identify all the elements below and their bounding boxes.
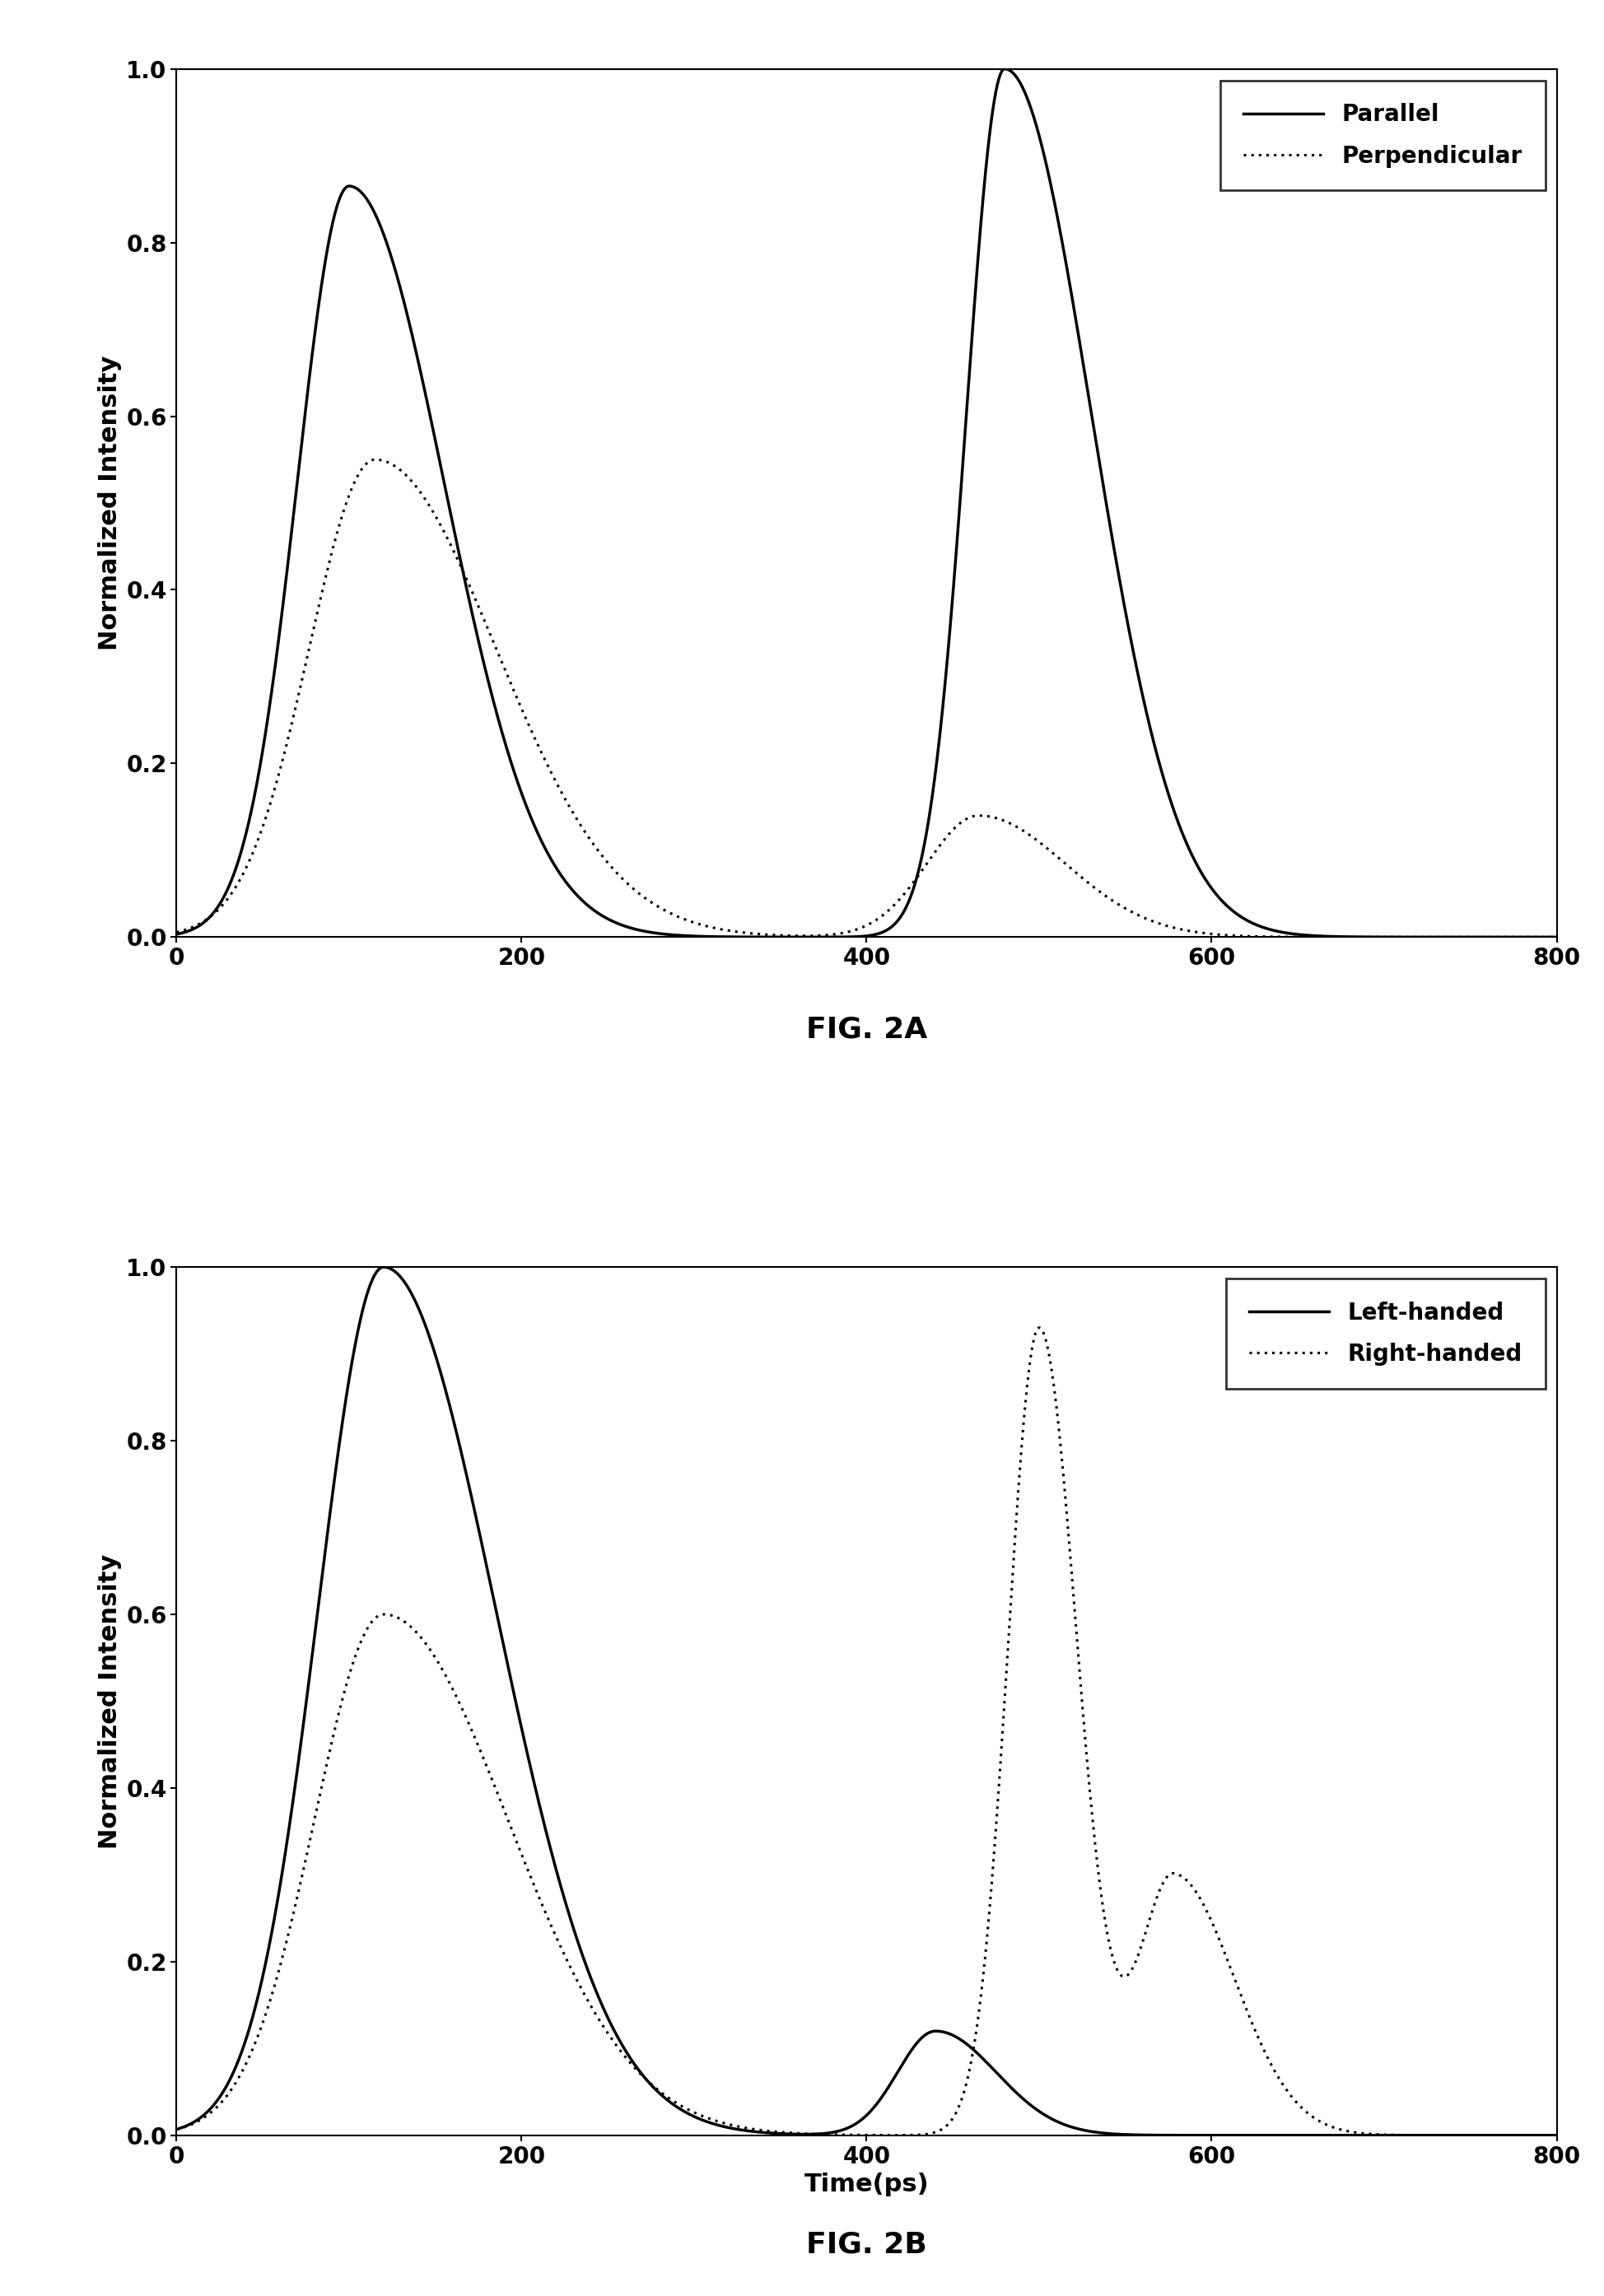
Line: Right-handed: Right-handed: [176, 1327, 1556, 2135]
Legend: Left-handed, Right-handed: Left-handed, Right-handed: [1225, 1279, 1545, 1389]
Parallel: [1264, 916, 1283, 944]
Parallel: [1190, 856, 1209, 884]
Perpendicular: [1043, 840, 1062, 868]
Perpendicular: [1190, 918, 1209, 946]
Right-handed: [1043, 1371, 1062, 1398]
Parallel: [236, 820, 255, 847]
Right-handed: [1190, 1885, 1209, 1913]
Perpendicular: [1264, 923, 1283, 951]
Perpendicular: [236, 854, 255, 882]
Right-handed: [983, 1851, 1003, 1878]
Perpendicular: [1546, 923, 1566, 951]
Parallel: [994, 55, 1014, 83]
Right-handed: [167, 2115, 186, 2142]
Y-axis label: Normalized Intensity: Normalized Intensity: [98, 1554, 122, 1848]
Left-handed: [1190, 2122, 1209, 2149]
Y-axis label: Normalized Intensity: Normalized Intensity: [98, 356, 122, 650]
Text: FIG. 2A: FIG. 2A: [805, 1015, 927, 1042]
Parallel: [666, 921, 685, 948]
Line: Left-handed: Left-handed: [176, 1267, 1556, 2135]
Right-handed: [236, 2050, 255, 2078]
Perpendicular: [366, 445, 385, 473]
Left-handed: [1264, 2122, 1283, 2149]
Right-handed: [1546, 2122, 1566, 2149]
Parallel: [1043, 184, 1062, 211]
Perpendicular: [666, 902, 685, 930]
Left-handed: [167, 2115, 186, 2142]
Line: Perpendicular: Perpendicular: [176, 459, 1556, 937]
Left-handed: [666, 2092, 685, 2119]
X-axis label: Time(ps): Time(ps): [804, 2172, 929, 2197]
Left-handed: [983, 2055, 1003, 2082]
Legend: Parallel, Perpendicular: Parallel, Perpendicular: [1221, 80, 1545, 191]
Parallel: [167, 921, 186, 948]
Left-handed: [1043, 2105, 1062, 2133]
Left-handed: [236, 2025, 255, 2053]
Parallel: [1546, 923, 1566, 951]
Line: Parallel: Parallel: [176, 69, 1556, 937]
Text: FIG. 2B: FIG. 2B: [805, 2232, 927, 2259]
Parallel: [983, 94, 1003, 122]
Perpendicular: [983, 804, 1003, 831]
Left-handed: [1546, 2122, 1566, 2149]
Right-handed: [1264, 2055, 1283, 2082]
Right-handed: [666, 2089, 685, 2117]
Right-handed: [1030, 1313, 1049, 1341]
Perpendicular: [167, 918, 186, 946]
Left-handed: [374, 1254, 393, 1281]
